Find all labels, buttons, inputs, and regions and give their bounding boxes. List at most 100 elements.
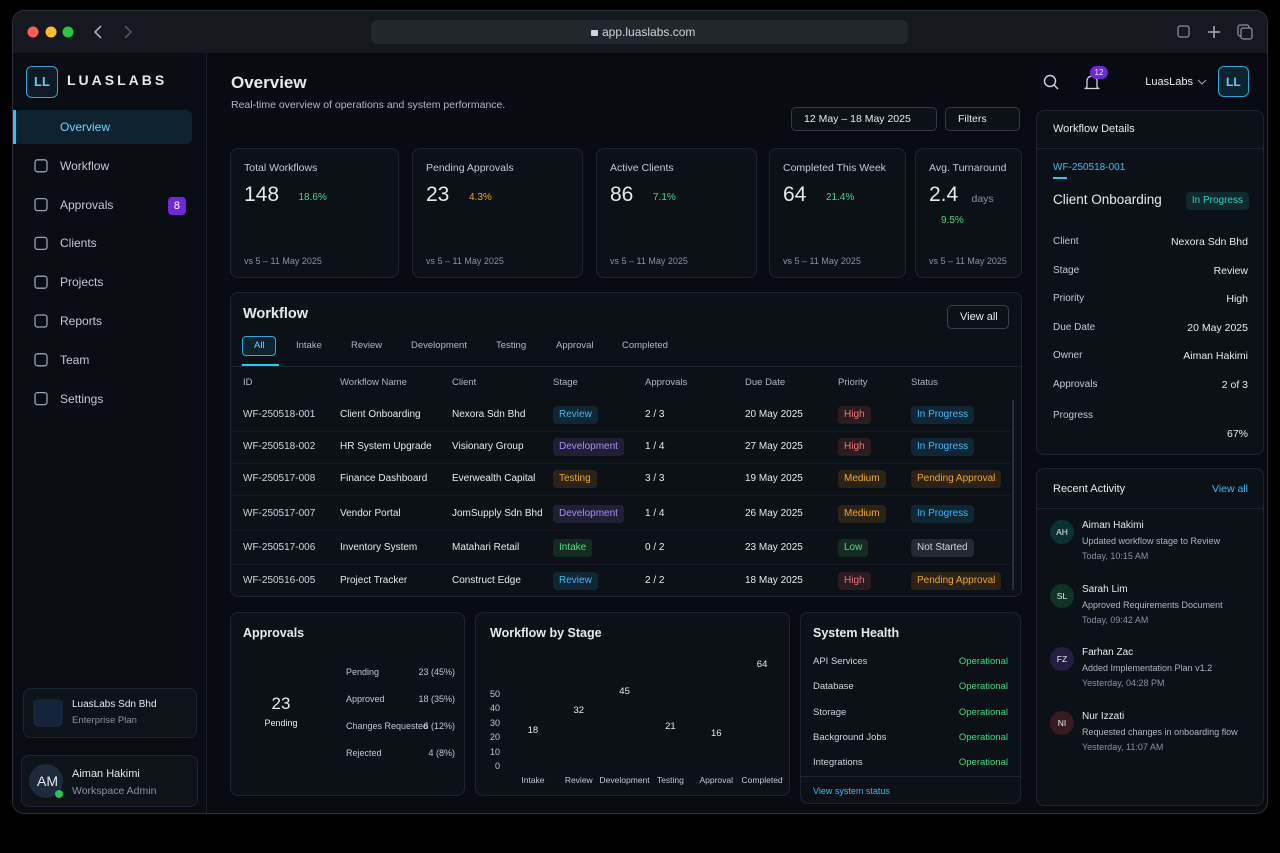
cell-status: In Progress <box>911 406 975 424</box>
nav-item[interactable]: Settings <box>60 391 104 406</box>
legend-value: 18 (35%) <box>418 694 455 704</box>
tab[interactable]: Review <box>351 340 383 351</box>
bar-label: 16 <box>710 727 722 739</box>
y-tick-label: 0 <box>494 761 500 771</box>
nav-item[interactable]: Projects <box>60 275 104 290</box>
bar-label: 21 <box>665 720 676 732</box>
cell-name: Client Onboarding <box>340 409 421 420</box>
x-tick-label: Completed <box>741 775 783 785</box>
field-label: Owner <box>1053 350 1083 361</box>
kpi-change: 7.1% <box>653 192 676 203</box>
cell-priority: Low <box>838 539 869 557</box>
kpi-value: 23 <box>426 183 450 206</box>
org-plan: Enterprise Plan <box>72 715 137 726</box>
field-value: High <box>1226 293 1248 305</box>
kpi-label: Total Workflows <box>244 162 318 174</box>
nav-item[interactable]: Clients <box>60 236 97 251</box>
tab[interactable]: Testing <box>496 340 527 351</box>
account[interactable]: LuasLabs <box>1145 76 1193 88</box>
field-value: Nexora Sdn Bhd <box>1170 236 1248 248</box>
cell-stage: Testing <box>553 470 597 488</box>
user-initials: AM <box>37 773 58 789</box>
cell-id: WF-250517-008 <box>243 473 316 484</box>
table-rule <box>231 366 1021 367</box>
y-tick-label: 50 <box>489 688 500 699</box>
logo-text: LL <box>34 74 50 89</box>
activity-avatar <box>1050 520 1074 544</box>
cell-approvals: 3 / 3 <box>645 473 665 484</box>
cell-stage: Development <box>553 505 624 523</box>
y-tick-label: 10 <box>489 746 500 757</box>
health-name: Storage <box>813 706 847 718</box>
kpi-card <box>412 148 583 278</box>
kpi-compare: vs 5 – 11 May 2025 <box>610 256 688 266</box>
health-link[interactable]: View system status <box>813 786 890 796</box>
legend-label: Rejected <box>346 748 382 758</box>
activity-time: Yesterday, 04:28 PM <box>1082 678 1165 688</box>
activity-initials: AH <box>1056 527 1068 537</box>
health-status: Operational <box>958 731 1008 743</box>
tab[interactable]: Completed <box>622 340 668 351</box>
health-name: Integrations <box>813 757 863 769</box>
field-label: Priority <box>1053 293 1085 304</box>
activity-initials: SL <box>1056 590 1068 601</box>
bar-label: 18 <box>527 725 539 737</box>
x-tick-label: Testing <box>656 775 684 785</box>
nav-item[interactable]: Reports <box>60 314 103 328</box>
workflow-title: Workflow <box>243 306 308 322</box>
tab[interactable]: Intake <box>296 340 322 351</box>
date-range[interactable]: 12 May – 18 May 2025 <box>804 113 911 125</box>
legend-value: 6 (12%) <box>423 721 455 731</box>
column-header: Approvals <box>645 377 688 388</box>
stage-panel <box>475 612 790 796</box>
tab[interactable]: All <box>254 340 265 351</box>
org-icon <box>33 699 63 727</box>
cell-priority: Medium <box>838 505 886 523</box>
view-all[interactable]: View all <box>960 311 998 323</box>
page-subtitle: Real-time overview of operations and sys… <box>231 99 506 111</box>
cell-priority: High <box>838 406 871 424</box>
page-title: Overview <box>231 73 307 92</box>
tab-active <box>242 336 276 356</box>
tab-underline <box>242 364 279 366</box>
activity-action: Requested changes in onboarding flow <box>1082 726 1238 737</box>
cell-client: Matahari Retail <box>452 542 520 553</box>
user-role: Workspace Admin <box>72 785 157 797</box>
kpi-change: 18.6% <box>298 192 327 203</box>
kpi-change: 4.3% <box>469 192 492 203</box>
nav-item[interactable]: Overview <box>60 120 111 134</box>
filters[interactable]: Filters <box>958 113 987 125</box>
row-rule <box>231 495 1011 496</box>
activity-name: Aiman Hakimi <box>1082 520 1144 531</box>
url: app.luaslabs.com <box>602 25 696 39</box>
field-label: Approvals <box>1053 378 1098 390</box>
cell-client: Everwealth Capital <box>452 473 536 484</box>
activity-view-all[interactable]: View all <box>1212 483 1248 495</box>
cell-client: Construct Edge <box>452 575 521 586</box>
cell-due: 18 May 2025 <box>745 575 803 586</box>
kpi-value: 86 <box>610 183 634 206</box>
nav-item[interactable]: Team <box>60 352 90 367</box>
legend-label: Pending <box>346 667 380 677</box>
activity-avatar <box>1050 710 1074 735</box>
cell-due: 23 May 2025 <box>745 542 803 553</box>
field-label: Due Date <box>1053 321 1096 333</box>
kpi-card <box>230 148 399 278</box>
cell-name: HR System Upgrade <box>340 441 432 452</box>
activity-time: Today, 10:15 AM <box>1082 551 1149 561</box>
date-button <box>791 107 937 131</box>
tab[interactable]: Approval <box>556 340 594 351</box>
donut-center-label: Pending <box>264 718 298 728</box>
health-status: Operational <box>958 757 1008 769</box>
nav-item[interactable]: Approvals <box>60 197 114 212</box>
health-title: System Health <box>813 626 900 640</box>
health-panel <box>800 612 1021 804</box>
notif-badge <box>1090 66 1108 79</box>
activity-action: Approved Requirements Document <box>1082 599 1223 610</box>
legend-label: Changes Requested <box>346 721 429 731</box>
kpi-compare: vs 5 – 11 May 2025 <box>426 256 504 266</box>
tab[interactable]: Development <box>411 340 467 351</box>
brand: LUASLABS <box>67 72 168 88</box>
nav-item[interactable]: Workflow <box>60 158 110 173</box>
